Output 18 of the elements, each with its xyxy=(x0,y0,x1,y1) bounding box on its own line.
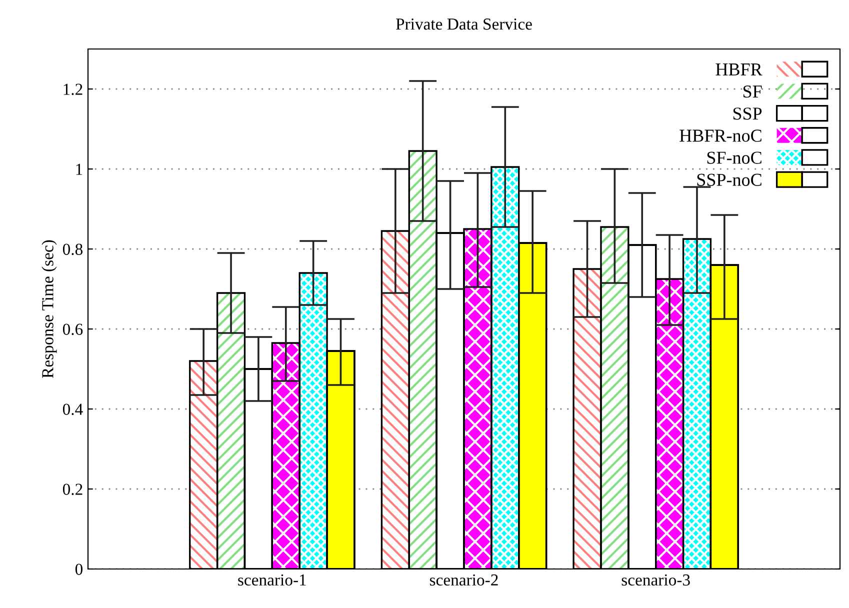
x-tick-label: scenario-2 xyxy=(430,574,498,586)
y-tick-label: 1 xyxy=(76,164,82,175)
y-tick-label: 0 xyxy=(75,564,83,575)
x-tick-label: scenario-3 xyxy=(622,574,690,586)
y-tick-label: 0.8 xyxy=(62,244,83,256)
y-tick-label: 1.2 xyxy=(64,84,82,96)
y-tick-label: 0.6 xyxy=(62,324,83,336)
legend-label: SF-noC xyxy=(707,152,762,164)
y-tick-label: 0.4 xyxy=(62,404,83,416)
chart-title: Private Data Service xyxy=(396,18,532,30)
y-axis-title: Response Time (sec) xyxy=(42,240,57,378)
legend-label: SSP-noC xyxy=(697,174,762,186)
legend-label: SF xyxy=(743,85,762,98)
legend-label: SSP xyxy=(733,108,762,120)
y-tick-label: 0.2 xyxy=(62,484,82,496)
x-tick-label: scenario-1 xyxy=(238,574,306,586)
legend-label: HBFR-noC xyxy=(680,130,762,142)
legend-label: HBFR xyxy=(716,64,762,76)
